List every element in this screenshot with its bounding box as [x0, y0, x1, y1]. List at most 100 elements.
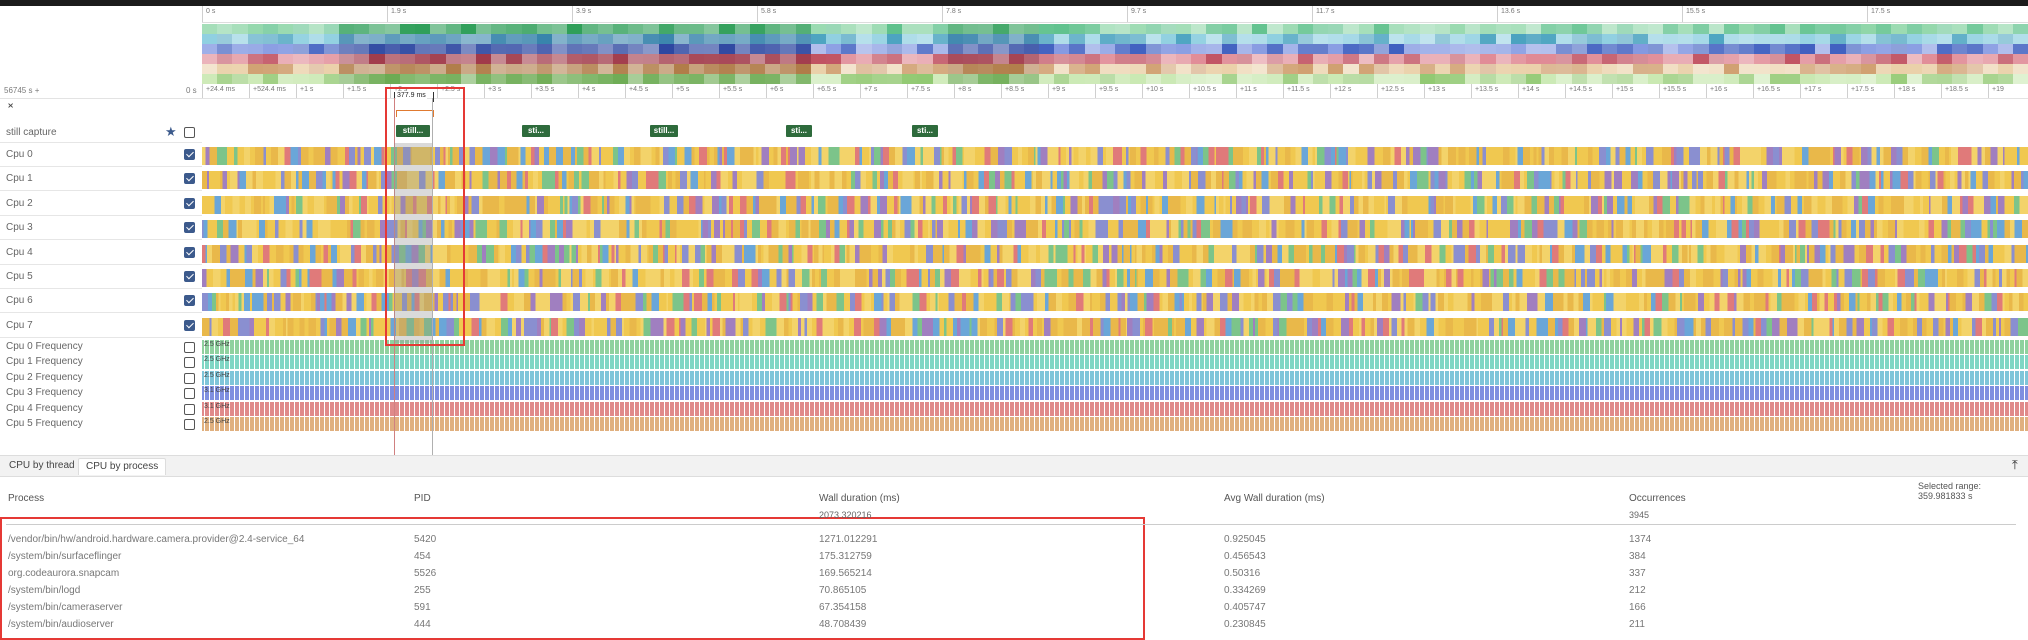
time-tick-label: +2.5 s	[441, 86, 461, 93]
cpu-track[interactable]	[202, 171, 2028, 190]
frequency-track-checkbox[interactable]	[184, 419, 195, 430]
table-row[interactable]: /vendor/bin/hw/android.hardware.camera.p…	[0, 534, 2028, 550]
table-row[interactable]: /system/bin/cameraserver 591 67.354158 0.40…	[0, 602, 2028, 618]
col-wall-duration[interactable]: Wall duration (ms)	[819, 493, 900, 504]
table-row[interactable]: /system/bin/audioserver 444 48.708439 0.230…	[0, 619, 2028, 635]
cpu-track[interactable]	[202, 269, 2028, 287]
frequency-track[interactable]: 2.5 GHz	[202, 340, 2028, 354]
frequency-track-checkbox[interactable]	[184, 388, 195, 400]
still-capture-slice[interactable]: still...	[396, 125, 430, 137]
tab-cpu-by-thread[interactable]: CPU by thread	[9, 460, 75, 471]
cpu-track-checkbox[interactable]	[184, 295, 195, 307]
table-cell: 255	[414, 585, 431, 596]
pin-top-icon[interactable]: ⤒	[2012, 457, 2018, 472]
cpu-track-checkbox[interactable]	[184, 319, 195, 331]
overview-tick-label: 3.9 s	[576, 8, 592, 15]
time-tick-label: +2 s	[394, 86, 408, 93]
overview-tick: 9.7 s	[1127, 6, 1146, 22]
frequency-track-checkbox[interactable]	[184, 357, 195, 369]
cpu-track[interactable]	[202, 317, 2028, 336]
overview-tick-label: 0 s	[206, 8, 216, 15]
table-cell: 67.354158	[819, 602, 867, 613]
time-tick-label: +19	[1992, 86, 2004, 93]
cpu-track[interactable]	[202, 195, 2028, 214]
details-tabs: CPU by thread CPU by process ⤒	[0, 455, 2028, 477]
cpu-track[interactable]	[202, 147, 2028, 165]
collapse-all-icon[interactable]: ⌄ ⌃	[6, 97, 16, 116]
row-divider	[0, 142, 202, 143]
table-row[interactable]: /system/bin/logd 255 70.865105 0.334269 212	[0, 585, 2028, 601]
frequency-track-checkbox[interactable]	[184, 342, 195, 353]
selection-marker[interactable]	[394, 92, 434, 102]
tab-cpu-by-process[interactable]: CPU by process	[78, 458, 167, 475]
time-tick: +18.5 s	[1941, 84, 1968, 98]
cpu-track-checkbox[interactable]	[184, 222, 195, 234]
table-cell: 0.405747	[1224, 602, 1266, 613]
col-pid[interactable]: PID	[414, 493, 431, 504]
overview-heatmap[interactable]	[202, 22, 2028, 84]
overview-tick: 17.5 s	[1867, 6, 1890, 22]
time-tick-label: +12.5 s	[1381, 86, 1405, 93]
frequency-track[interactable]: 2.5 GHz	[202, 417, 2028, 431]
row-divider	[0, 312, 202, 314]
still-capture-slice[interactable]: sti...	[786, 125, 812, 137]
overview-tick-label: 1.9 s	[391, 8, 407, 15]
cpu-track[interactable]	[202, 293, 2028, 312]
time-tick-label: +10 s	[1146, 86, 1164, 93]
time-tick: +9.5 s	[1095, 84, 1118, 98]
time-tick: +9 s	[1048, 84, 1065, 98]
frequency-track[interactable]: 3.1 GHz	[202, 386, 2028, 401]
time-tick: +1.5 s	[343, 84, 366, 98]
still-capture-slice[interactable]: still...	[650, 125, 678, 137]
overview-tick-label: 17.5 s	[1871, 8, 1891, 15]
frequency-track-checkbox[interactable]	[184, 403, 195, 415]
cpu-track[interactable]	[202, 220, 2028, 239]
time-tick: +13.5 s	[1471, 84, 1498, 98]
time-tick: +5.5 s	[719, 84, 742, 98]
cpu-track-checkbox[interactable]	[184, 271, 195, 282]
table-cell: /system/bin/audioserver	[8, 619, 114, 630]
frequency-track[interactable]: 3.1 GHz	[202, 401, 2028, 416]
overview-band	[202, 54, 2028, 64]
timestamp-label: 56745 s +	[4, 86, 40, 95]
time-tick: +14.5 s	[1565, 84, 1592, 98]
time-tick: +6 s	[766, 84, 783, 98]
cpu-track-checkbox[interactable]	[184, 149, 195, 160]
still-capture-slice[interactable]: sti...	[912, 125, 938, 137]
frequency-value: 3.1 GHz	[204, 387, 230, 395]
cpu-track-label: Cpu 0	[6, 149, 33, 160]
table-cell: /system/bin/logd	[8, 585, 81, 596]
still-capture-checkbox[interactable]	[184, 127, 195, 138]
table-cell: 591	[414, 602, 431, 613]
time-tick-label: +17.5 s	[1851, 86, 1875, 93]
table-row[interactable]: org.codeaurora.snapcam 5526 169.565214 0.50…	[0, 568, 2028, 584]
col-process[interactable]: Process	[8, 493, 45, 504]
time-tick: +10 s	[1142, 84, 1163, 98]
time-tick: +18 s	[1894, 84, 1915, 98]
cpu-track-label: Cpu 7	[6, 319, 33, 331]
col-occurrences[interactable]: Occurrences	[1629, 493, 1686, 504]
cpu-track-label: Cpu 5	[6, 271, 33, 282]
row-divider	[0, 336, 202, 338]
cpu-track-checkbox[interactable]	[184, 173, 195, 185]
frequency-track[interactable]: 2.5 GHz	[202, 355, 2028, 370]
overview-tick-label: 9.7 s	[1131, 8, 1147, 15]
row-divider	[0, 214, 202, 216]
table-row[interactable]: /system/bin/surfaceflinger 454 175.312759 0…	[0, 551, 2028, 567]
table-cell: 166	[1629, 602, 1646, 613]
star-icon[interactable]: ★	[165, 124, 177, 139]
cpu-track-checkbox[interactable]	[184, 197, 195, 209]
selection-area[interactable]	[394, 143, 432, 343]
cpu-track[interactable]	[202, 244, 2028, 263]
still-capture-label: still capture	[6, 127, 57, 138]
time-tick: +7.5 s	[907, 84, 930, 98]
overview-tick: 7.8 s	[942, 6, 961, 22]
still-capture-slice[interactable]: sti...	[522, 125, 550, 137]
cpu-track-checkbox[interactable]	[184, 246, 195, 258]
time-tick: +24.4 ms	[202, 84, 235, 98]
frequency-track[interactable]: 2.5 GHz	[202, 370, 2028, 385]
col-avg-wall-duration[interactable]: Avg Wall duration (ms)	[1224, 493, 1325, 504]
overview-tick-label: 7.8 s	[946, 8, 962, 15]
time-tick: +8 s	[954, 84, 971, 98]
frequency-track-checkbox[interactable]	[184, 372, 195, 384]
